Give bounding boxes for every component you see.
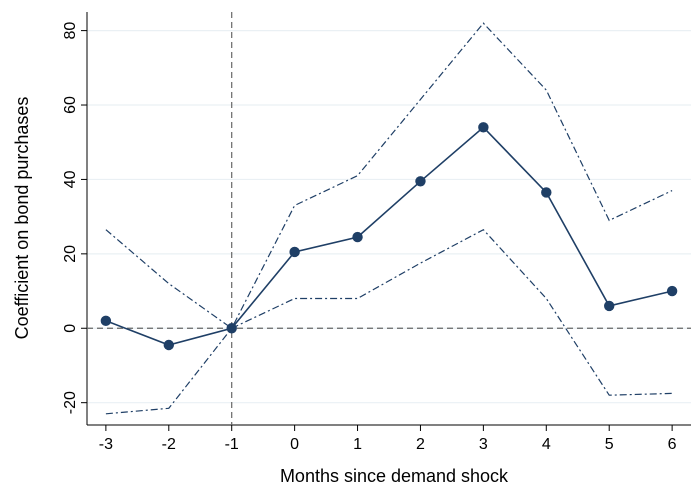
x-tick-label-3: 0 xyxy=(290,436,299,453)
point-estimate-1 xyxy=(163,339,174,351)
point-estimate-6 xyxy=(478,122,489,133)
series-upper-ci-line xyxy=(105,22,673,330)
y-tick-label-0: -20 xyxy=(62,391,79,414)
x-tick-label-4: 1 xyxy=(353,436,362,453)
axes xyxy=(81,12,691,431)
point-estimate-4 xyxy=(352,231,363,243)
series-lower-ci-line xyxy=(105,228,673,415)
point-estimate-2 xyxy=(226,323,237,334)
point-estimate-0 xyxy=(100,315,112,327)
x-axis-title: Months since demand shock xyxy=(280,466,509,486)
x-tick-label-2: -1 xyxy=(225,436,239,453)
series-lines xyxy=(105,22,673,415)
x-tick-label-6: 3 xyxy=(479,436,488,453)
x-tick-label-8: 5 xyxy=(605,436,614,453)
y-tick-label-5: 80 xyxy=(62,22,79,40)
y-tick-label-2: 20 xyxy=(62,245,79,263)
point-estimate-3 xyxy=(289,246,300,258)
y-tick-label-4: 60 xyxy=(62,96,79,114)
grid-lines xyxy=(87,30,691,404)
x-tick-label-5: 2 xyxy=(416,436,425,453)
point-estimate-8 xyxy=(604,300,615,312)
data-points xyxy=(100,122,678,351)
x-tick-label-1: -2 xyxy=(162,436,176,453)
tick-labels: -20 0 20 40 60 80 -3 -2 -1 0 1 2 3 4 5 6 xyxy=(62,22,677,453)
x-tick-label-0: -3 xyxy=(99,436,113,453)
y-tick-label-1: 0 xyxy=(62,324,79,333)
y-axis-title: Coefficient on bond purchases xyxy=(12,97,32,340)
reference-lines xyxy=(87,12,691,425)
point-estimate-9 xyxy=(666,285,678,297)
point-estimate-7 xyxy=(541,187,552,198)
series-estimate-line xyxy=(105,126,673,346)
x-tick-label-9: 6 xyxy=(668,436,677,453)
y-tick-label-3: 40 xyxy=(62,170,79,188)
x-tick-label-7: 4 xyxy=(542,436,551,453)
point-estimate-5 xyxy=(415,176,426,187)
